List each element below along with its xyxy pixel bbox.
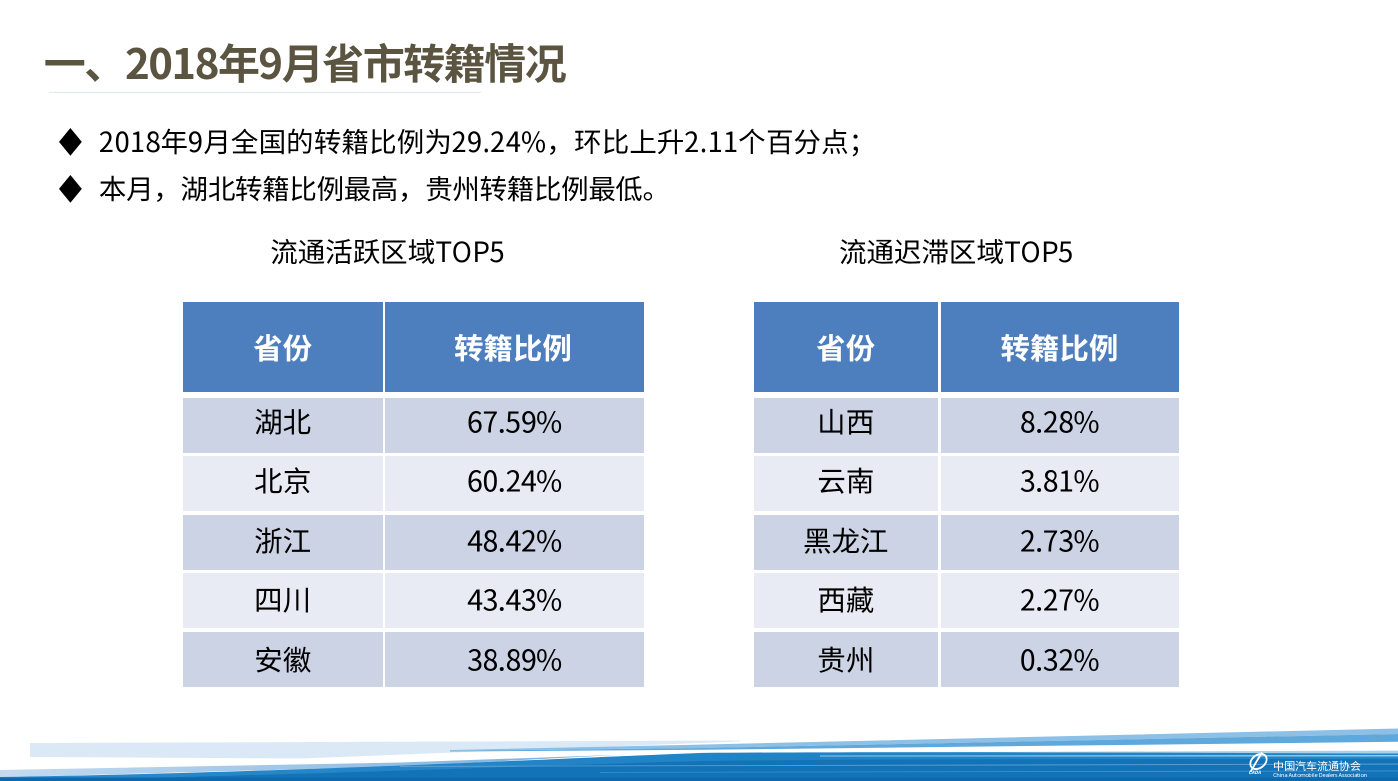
svg-text:CADA: CADA [1249,770,1261,775]
